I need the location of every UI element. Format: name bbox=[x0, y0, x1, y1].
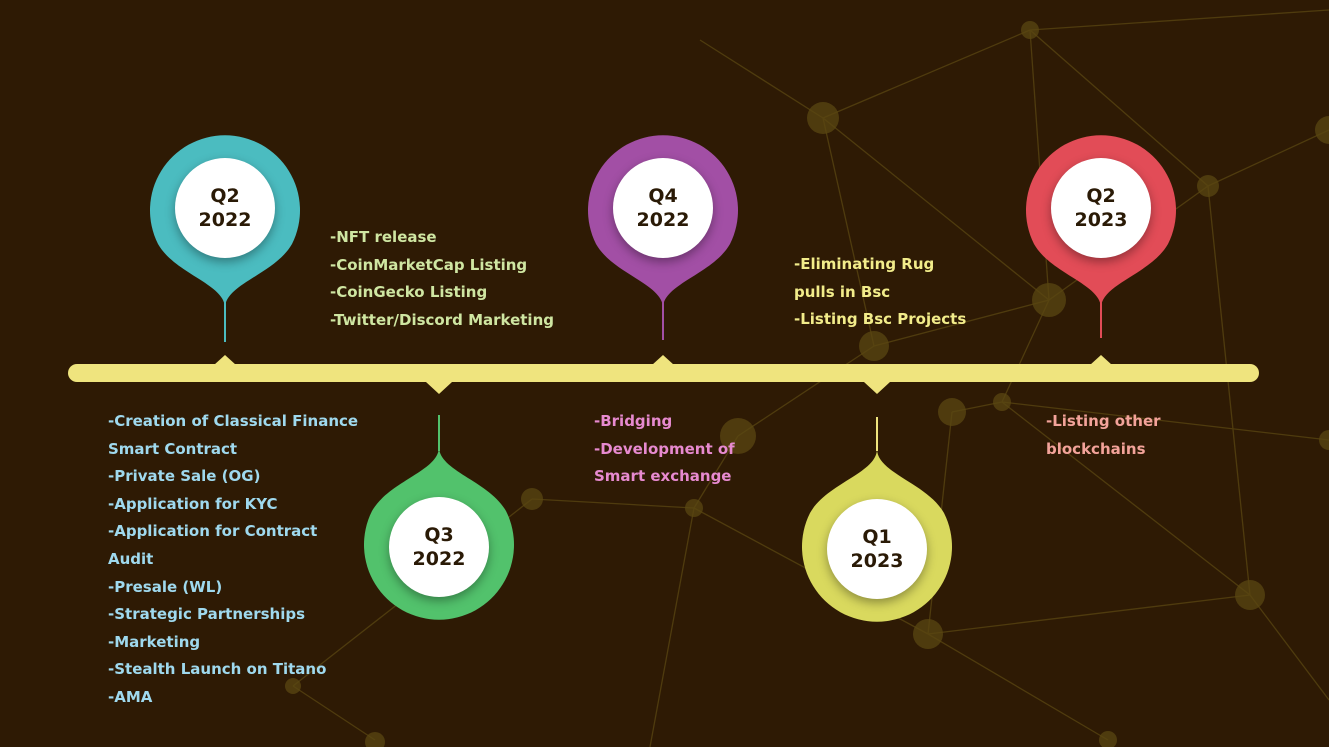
list-item: Smart Contract bbox=[108, 439, 238, 458]
list-item: -Eliminating Rug bbox=[794, 255, 935, 273]
timeline-notch bbox=[426, 382, 452, 394]
milestone-stem bbox=[1100, 300, 1102, 338]
timeline-notch bbox=[1090, 355, 1112, 365]
milestone-items-q2-2022: -Creation of Classical Finance Smart Con… bbox=[108, 408, 358, 712]
list-item: -Stealth Launch on Titano bbox=[108, 660, 327, 679]
year-label: 2022 bbox=[198, 209, 252, 231]
milestone-items-q2-2023: -Listing other blockchains bbox=[1046, 408, 1161, 463]
list-item: -Application for Contract bbox=[108, 522, 318, 541]
milestone-pin-q2-2022: Q2 2022 bbox=[150, 134, 300, 308]
quarter-label: Q2 bbox=[1086, 185, 1116, 207]
milestone-stem bbox=[876, 417, 878, 451]
milestone-pin-q3-2022: Q3 2022 bbox=[364, 447, 514, 621]
list-item: -Listing other bbox=[1046, 412, 1161, 430]
year-label: 2022 bbox=[412, 548, 466, 570]
list-item: -Private Sale (OG) bbox=[108, 467, 261, 486]
list-item: -Presale (WL) bbox=[108, 577, 223, 596]
milestone-items-q3-2022: -NFT release -CoinMarketCap Listing -Coi… bbox=[330, 224, 554, 334]
list-item: -Marketing bbox=[108, 632, 201, 651]
list-item: Smart exchange bbox=[594, 467, 732, 486]
list-item: Audit bbox=[108, 549, 154, 568]
quarter-badge: Q2 2023 bbox=[1051, 158, 1151, 258]
year-label: 2023 bbox=[1074, 209, 1128, 231]
list-item: -NFT release bbox=[330, 228, 437, 246]
list-item: -CoinGecko Listing bbox=[330, 283, 488, 302]
quarter-badge: Q1 2023 bbox=[827, 499, 927, 599]
list-item: -Strategic Partnerships bbox=[108, 605, 305, 624]
quarter-badge: Q3 2022 bbox=[389, 497, 489, 597]
milestone-stem bbox=[438, 415, 440, 451]
quarter-badge: Q2 2022 bbox=[175, 158, 275, 258]
list-item: -Development of bbox=[594, 439, 735, 458]
list-item: -Creation of Classical Finance bbox=[108, 412, 359, 430]
list-item: -Application for KYC bbox=[108, 494, 278, 513]
milestone-pin-q2-2023: Q2 2023 bbox=[1026, 134, 1176, 308]
list-item: -Bridging bbox=[594, 412, 673, 430]
timeline-bar bbox=[68, 364, 1259, 382]
quarter-label: Q2 bbox=[210, 185, 240, 207]
quarter-label: Q1 bbox=[862, 526, 892, 548]
timeline-notch bbox=[652, 355, 674, 365]
milestone-stem bbox=[662, 300, 664, 340]
list-item: -Twitter/Discord Marketing bbox=[330, 310, 554, 329]
quarter-label: Q4 bbox=[648, 185, 678, 207]
quarter-label: Q3 bbox=[424, 524, 454, 546]
year-label: 2022 bbox=[636, 209, 690, 231]
milestone-stem bbox=[224, 300, 226, 342]
timeline-notch bbox=[214, 355, 236, 365]
timeline-notch bbox=[864, 382, 890, 394]
milestone-pin-q4-2022: Q4 2022 bbox=[588, 134, 738, 308]
list-item: -CoinMarketCap Listing bbox=[330, 255, 528, 274]
list-item: -Listing Bsc Projects bbox=[794, 310, 967, 329]
list-item: pulls in Bsc bbox=[794, 282, 891, 301]
year-label: 2023 bbox=[850, 550, 904, 572]
milestone-items-q1-2023: -Eliminating Rug pulls in Bsc -Listing B… bbox=[794, 251, 966, 334]
list-item: -AMA bbox=[108, 687, 153, 706]
quarter-badge: Q4 2022 bbox=[613, 158, 713, 258]
list-item: blockchains bbox=[1046, 439, 1146, 458]
milestone-items-q4-2022: -Bridging -Development of Smart exchange bbox=[594, 408, 735, 491]
milestone-pin-q1-2023: Q1 2023 bbox=[802, 449, 952, 623]
